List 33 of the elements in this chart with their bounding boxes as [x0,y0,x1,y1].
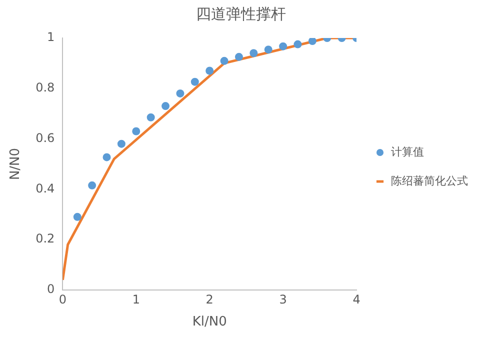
point [73,212,82,221]
point [146,113,155,122]
point [264,46,272,54]
chart-title: 四道弹性撑杆 [196,4,286,23]
y-tick-label: 0 [47,282,55,296]
y-axis-title: N/N0 [8,148,24,180]
legend-label: 计算值 [391,145,424,158]
x-tick-label: 0 [58,292,67,306]
x-tick-label: 2 [206,292,214,306]
point [176,89,184,98]
y-tick-label: 1 [47,30,55,44]
y-tick-label: 0.2 [36,232,55,246]
legend-label: 陈绍蕃简化公式 [391,174,468,188]
y-tick-label: 0.4 [36,181,55,196]
x-tick-label: 4 [352,292,360,306]
point [132,127,140,136]
point [88,181,96,190]
y-tick-label: 0.6 [36,130,55,145]
point [206,66,214,75]
point [117,140,126,148]
point [250,49,258,58]
x-tick-label: 3 [279,292,287,306]
x-tick-label: 1 [132,292,140,306]
point [308,38,316,46]
point [190,78,199,86]
point [279,42,288,50]
point [294,40,302,48]
point [220,56,228,65]
point [102,153,111,162]
y-tick-label: 0.8 [36,80,55,95]
x-axis-title: Kl/N0 [192,314,227,330]
point [234,52,243,61]
point [162,102,170,110]
